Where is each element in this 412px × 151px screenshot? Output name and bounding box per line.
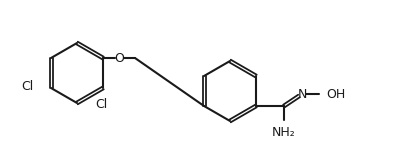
Text: Cl: Cl [21,79,33,93]
Text: O: O [114,51,124,64]
Text: OH: OH [326,87,345,101]
Text: NH₂: NH₂ [272,126,296,139]
Text: N: N [297,87,307,101]
Text: Cl: Cl [95,98,107,111]
